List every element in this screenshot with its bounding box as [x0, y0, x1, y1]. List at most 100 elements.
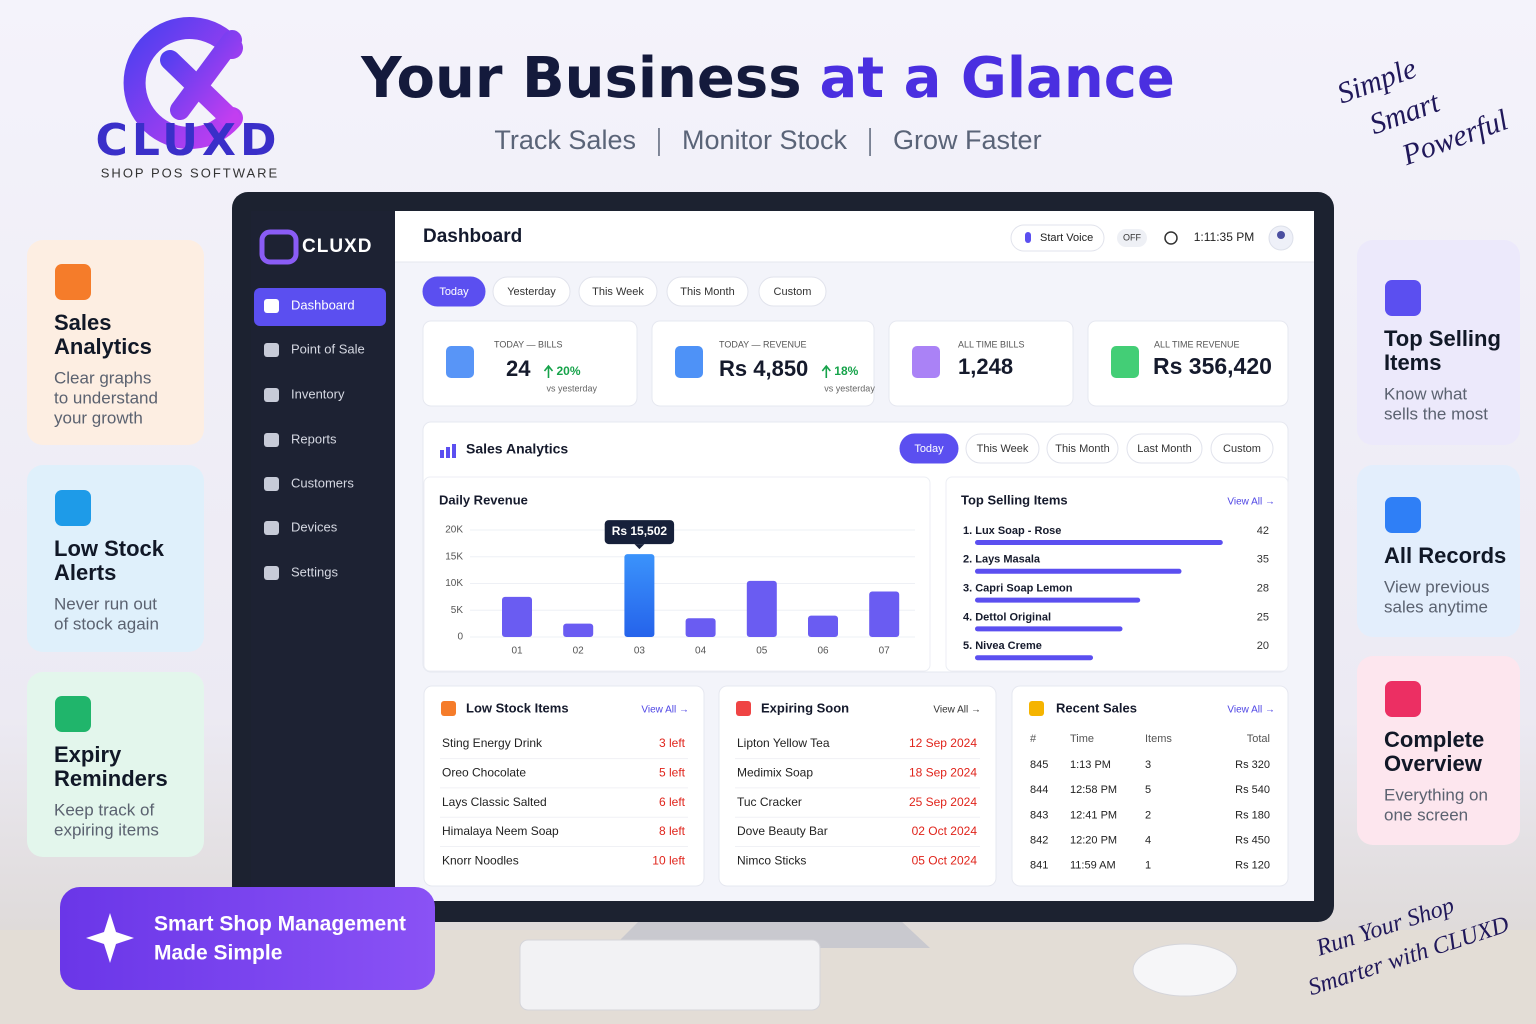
range-tab-label[interactable]: Today	[439, 286, 469, 298]
keyboard	[519, 939, 821, 1011]
table-cell: Rs 320	[1235, 759, 1270, 771]
table-cell: 1	[1145, 860, 1151, 872]
brand-name: CLUXD	[96, 115, 281, 166]
mouse	[1132, 943, 1238, 997]
chart-title: Daily Revenue	[439, 492, 528, 507]
range-tab-label[interactable]: Custom	[774, 286, 812, 298]
nav-item[interactable]: Point of Sale	[291, 341, 365, 356]
panel	[423, 685, 705, 887]
feature-title: Alerts	[54, 560, 116, 585]
feature-icon	[1385, 681, 1421, 717]
feature-text: sells the most	[1384, 404, 1488, 423]
bar	[502, 596, 532, 637]
voice-toggle[interactable]	[1117, 229, 1147, 247]
feature-text: Never run out	[54, 594, 157, 613]
x-tick-label: 06	[817, 646, 829, 657]
nav-item[interactable]: Dashboard	[291, 297, 355, 312]
feature-icon	[55, 264, 91, 300]
analytics-tab[interactable]	[1046, 433, 1119, 464]
kpi-icon	[446, 346, 474, 378]
analytics-tab[interactable]	[899, 433, 959, 464]
feature-icon	[1385, 497, 1421, 533]
range-tab[interactable]	[666, 276, 749, 307]
item-name: 5. Nivea Creme	[963, 640, 1042, 652]
app-logo-icon	[259, 229, 299, 265]
table-cell: 11:59 AM	[1070, 860, 1116, 872]
nav-item[interactable]: Customers	[291, 475, 354, 490]
range-tab[interactable]	[758, 276, 827, 307]
feature-title: Reminders	[54, 766, 168, 791]
analytics-tab[interactable]	[1210, 433, 1274, 464]
analytics-tab-label[interactable]: This Month	[1055, 443, 1109, 455]
row-value: 10 left	[652, 853, 685, 867]
table-cell: Rs 120	[1235, 860, 1270, 872]
y-tick-label: 20K	[445, 525, 463, 536]
range-tab[interactable]	[578, 276, 658, 307]
nav-item[interactable]: Devices	[291, 519, 338, 534]
analytics-tab[interactable]	[965, 433, 1040, 464]
range-tab[interactable]	[492, 276, 571, 307]
kpi-label: TODAY — BILLS	[494, 339, 563, 349]
nav-item[interactable]: Reports	[291, 431, 337, 446]
page-title: Dashboard	[423, 226, 522, 247]
analytics-tab-label[interactable]: This Week	[977, 443, 1029, 455]
panel	[651, 320, 875, 407]
row-name: Himalaya Neem Soap	[442, 824, 559, 838]
view-all[interactable]: View All →	[1227, 497, 1275, 508]
view-all[interactable]: View All →	[1227, 705, 1275, 716]
feature-text: your growth	[54, 408, 143, 427]
analytics-tab-label[interactable]: Custom	[1223, 443, 1261, 455]
analytics-icon	[446, 447, 450, 458]
feature-icon	[55, 696, 91, 732]
voice-button[interactable]	[1010, 224, 1105, 252]
bar	[975, 568, 1182, 574]
feature-title: Analytics	[54, 334, 152, 359]
table-cell: 5	[1145, 784, 1151, 796]
kpi-label: ALL TIME REVENUE	[1154, 339, 1240, 349]
kpi-value: Rs 356,420	[1153, 353, 1272, 379]
item-name: 2. Lays Masala	[963, 554, 1041, 566]
item-name: 3. Capri Soap Lemon	[963, 583, 1073, 595]
bar	[975, 655, 1093, 661]
panel	[1087, 320, 1289, 407]
kpi-icon	[912, 346, 940, 378]
panel-icon	[736, 701, 751, 716]
nav-item[interactable]: Settings	[291, 564, 338, 579]
nav-item[interactable]: Inventory	[291, 386, 345, 401]
nav-active	[254, 288, 386, 326]
feature-icon	[1385, 280, 1421, 316]
nav-icon	[264, 343, 279, 357]
x-tick-label: 03	[634, 646, 646, 657]
feature-text: to understand	[54, 388, 158, 407]
bar	[975, 540, 1223, 545]
feature-title: Expiry	[54, 742, 122, 767]
nav-icon	[264, 433, 279, 447]
row-value: 02 Oct 2024	[912, 824, 978, 838]
x-tick-label: 02	[573, 646, 585, 657]
value-label: Rs 15,502	[612, 524, 668, 538]
feature-text: sales anytime	[1384, 597, 1488, 616]
analytics-tab-label[interactable]: Last Month	[1137, 443, 1191, 455]
row-name: Oreo Chocolate	[442, 765, 526, 779]
analytics-title: Sales Analytics	[466, 441, 568, 457]
table-cell: 844	[1030, 784, 1048, 796]
feature-title: Low Stock	[54, 536, 165, 561]
voice-label[interactable]: Start Voice	[1040, 232, 1093, 244]
range-tab[interactable]	[422, 276, 486, 307]
panel-title: Recent Sales	[1056, 700, 1137, 715]
analytics-tab[interactable]	[1126, 433, 1203, 464]
range-tab-label[interactable]: Yesterday	[507, 286, 556, 298]
range-tab-label[interactable]: This Month	[680, 286, 734, 298]
panel	[422, 320, 638, 407]
panel-title: Low Stock Items	[466, 700, 569, 715]
view-all[interactable]: View All →	[641, 705, 689, 716]
row-name: Knorr Noodles	[442, 853, 519, 867]
range-tab-label[interactable]: This Week	[592, 286, 644, 298]
view-all[interactable]: View All →	[933, 705, 981, 716]
analytics-tab-label[interactable]: Today	[914, 443, 944, 455]
item-count: 28	[1257, 583, 1269, 595]
banner-text: Made Simple	[154, 942, 282, 965]
tooltip-pointer	[634, 544, 645, 550]
kpi-label: TODAY — REVENUE	[719, 339, 807, 349]
